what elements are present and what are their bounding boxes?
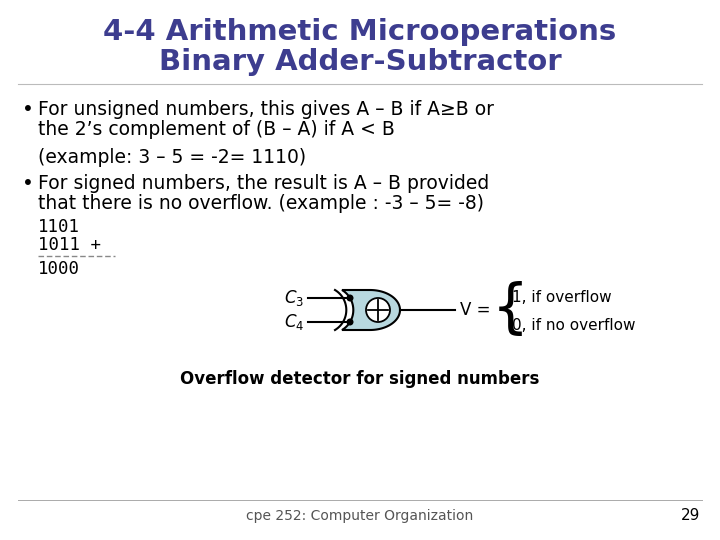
Text: the 2’s complement of (B – A) if A < B: the 2’s complement of (B – A) if A < B bbox=[38, 120, 395, 139]
Text: 0, if no overflow: 0, if no overflow bbox=[512, 318, 636, 333]
Polygon shape bbox=[342, 290, 400, 330]
Text: $C_4$: $C_4$ bbox=[284, 312, 304, 332]
Text: that there is no overflow. (example : -3 – 5= -8): that there is no overflow. (example : -3… bbox=[38, 194, 484, 213]
Text: Overflow detector for signed numbers: Overflow detector for signed numbers bbox=[180, 370, 540, 388]
Text: 1000: 1000 bbox=[38, 260, 80, 278]
Text: {: { bbox=[492, 281, 529, 339]
Text: For signed numbers, the result is A – B provided: For signed numbers, the result is A – B … bbox=[38, 174, 490, 193]
Text: •: • bbox=[22, 100, 34, 119]
Circle shape bbox=[346, 319, 354, 326]
Text: Binary Adder-Subtractor: Binary Adder-Subtractor bbox=[158, 48, 562, 76]
Text: 4-4 Arithmetic Microoperations: 4-4 Arithmetic Microoperations bbox=[104, 18, 616, 46]
Text: 1011 +: 1011 + bbox=[38, 236, 101, 254]
Text: cpe 252: Computer Organization: cpe 252: Computer Organization bbox=[246, 509, 474, 523]
Text: •: • bbox=[22, 174, 34, 193]
Text: For unsigned numbers, this gives A – B if A≥B or: For unsigned numbers, this gives A – B i… bbox=[38, 100, 494, 119]
Text: 1, if overflow: 1, if overflow bbox=[512, 289, 611, 305]
Circle shape bbox=[366, 298, 390, 322]
Text: V =: V = bbox=[460, 301, 490, 319]
Text: (example: 3 – 5 = -2= 1110): (example: 3 – 5 = -2= 1110) bbox=[38, 148, 306, 167]
Text: 29: 29 bbox=[680, 509, 700, 523]
Text: 1101: 1101 bbox=[38, 218, 80, 236]
Circle shape bbox=[346, 294, 354, 301]
Text: $C_3$: $C_3$ bbox=[284, 288, 304, 308]
